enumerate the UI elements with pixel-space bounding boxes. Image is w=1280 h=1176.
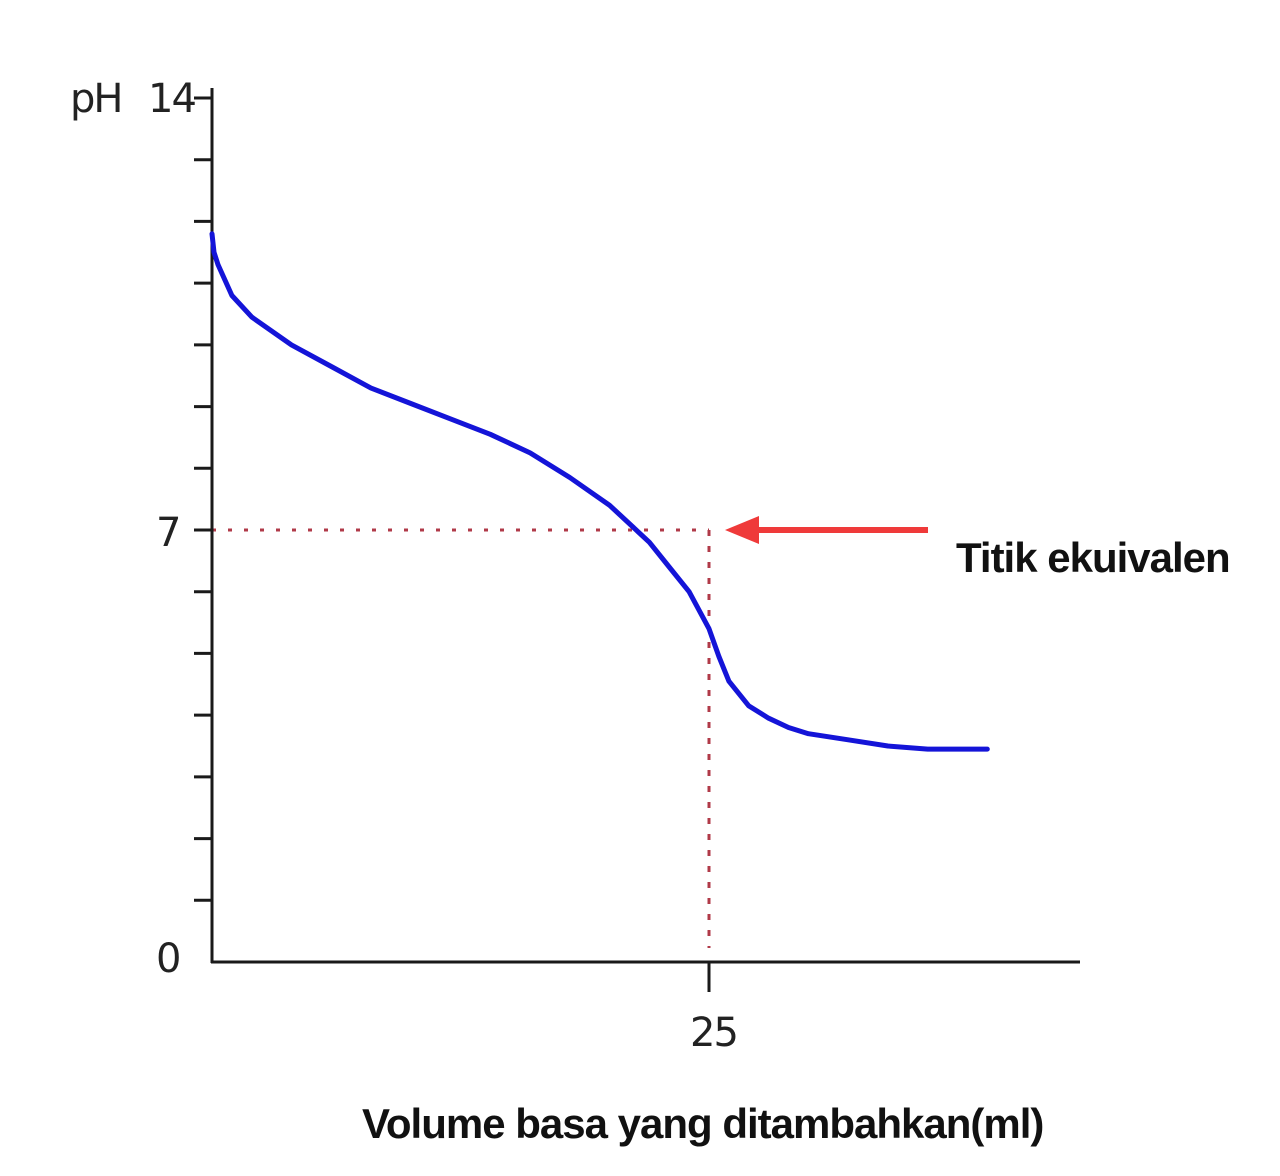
data-point-26 (927, 748, 929, 750)
data-point-23 (807, 733, 809, 735)
series-group (209, 231, 990, 752)
data-point-6 (330, 366, 332, 367)
data-point-15 (668, 566, 670, 568)
data-point-1 (213, 251, 215, 253)
arrow-head (725, 516, 759, 544)
axes (210, 88, 1080, 964)
y-tick-label-14: 14 (148, 76, 195, 122)
data-point-8 (410, 403, 412, 404)
data-point-13 (609, 504, 611, 506)
x-tick-label-25: 25 (690, 1010, 737, 1056)
data-point-9 (450, 418, 452, 420)
data-point-10 (489, 433, 491, 435)
data-point-17 (708, 628, 710, 630)
data-point-12 (569, 477, 571, 478)
data-point-5 (291, 344, 292, 346)
data-point-11 (529, 452, 531, 454)
data-point-16 (688, 591, 690, 593)
data-point-18 (718, 656, 720, 657)
y-tick-label-7: 7 (156, 510, 179, 556)
data-point-28 (986, 748, 988, 750)
data-point-3 (231, 295, 233, 296)
y-tick-label-0: 0 (156, 936, 179, 982)
equivalence-guides (212, 528, 711, 948)
titration-curve-0 (209, 231, 990, 752)
data-point-2 (217, 264, 219, 266)
data-point-7 (370, 387, 372, 389)
data-point-19 (728, 680, 730, 682)
data-point-4 (251, 316, 253, 318)
data-point-24 (847, 739, 849, 741)
data-point-27 (966, 748, 968, 750)
data-point-14 (648, 541, 650, 543)
y-axis-label: pH (70, 76, 121, 122)
axis-ticks (194, 96, 711, 992)
x-axis-label: Volume basa yang ditambahkan(ml) (362, 1100, 1043, 1147)
data-point-25 (887, 745, 889, 747)
data-point-0 (211, 233, 213, 235)
data-point-20 (748, 705, 750, 707)
data-point-21 (768, 717, 770, 719)
data-point-22 (788, 727, 789, 728)
annotation-group (725, 516, 928, 544)
equivalence-point-label: Titik ekuivalen (956, 534, 1230, 581)
